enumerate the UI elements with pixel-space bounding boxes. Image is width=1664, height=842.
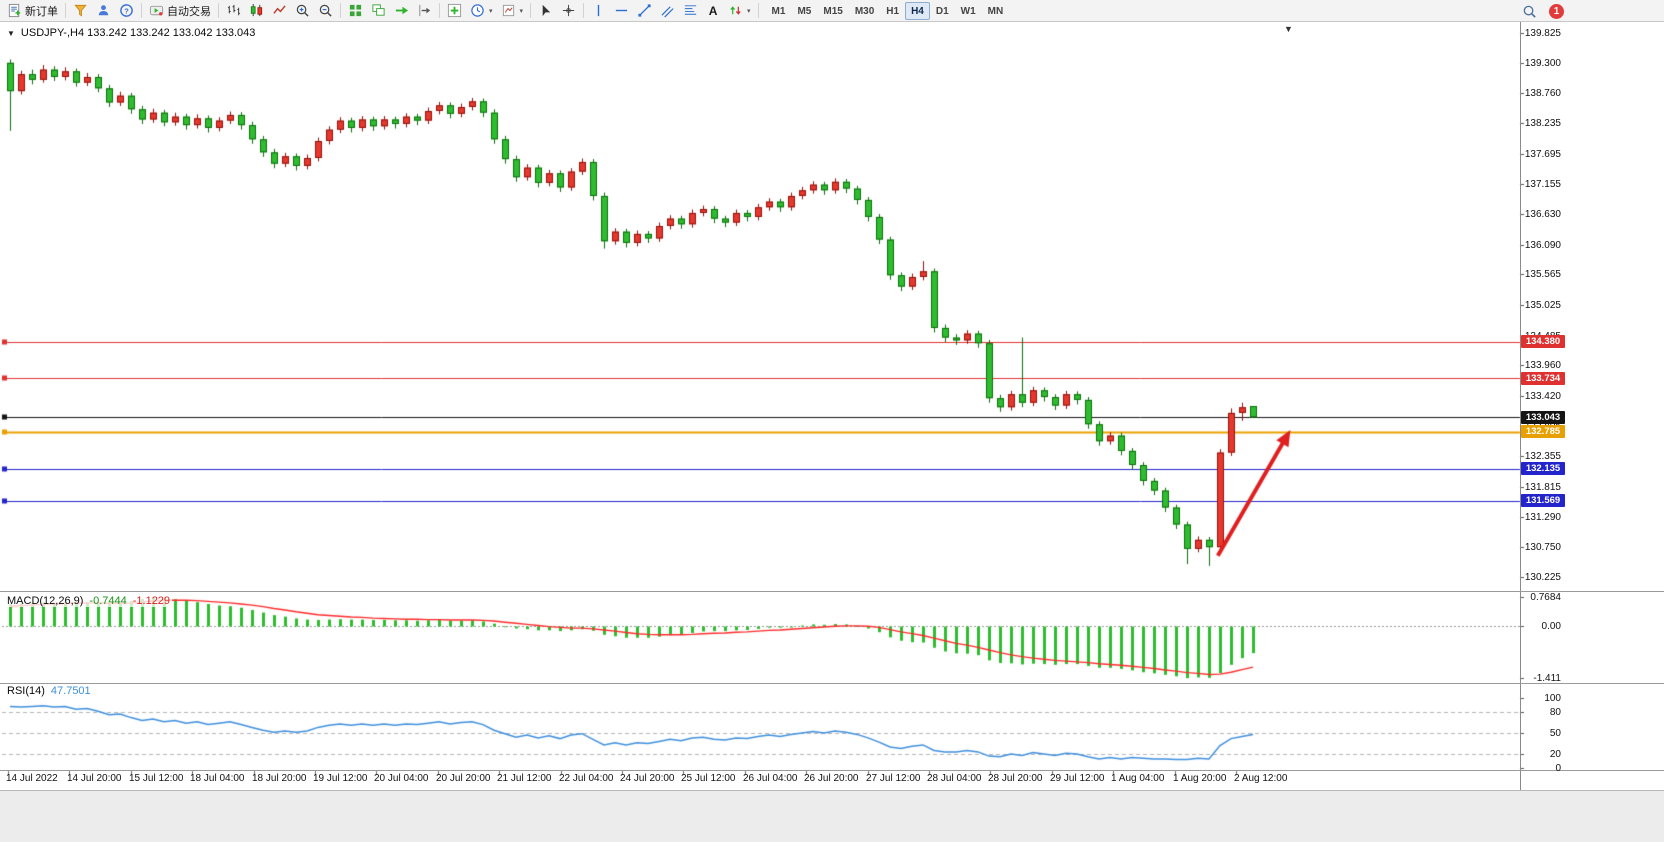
candlesticks-chart-button[interactable] — [245, 1, 268, 21]
panel-resize-handle-rsi[interactable] — [0, 683, 1664, 684]
rsi-indicator-label: RSI(14) 47.7501 — [5, 685, 93, 697]
ohlc-title: USDJPY-,H4 133.242 133.242 133.042 133.0… — [20, 27, 256, 39]
chevron-down-icon: ▾ — [519, 7, 524, 15]
chevron-down-icon: ▾ — [489, 7, 493, 15]
chevron-down-icon: ▾ — [747, 7, 751, 15]
ohlc-bars-icon — [227, 4, 241, 16]
macd-main-value: -0.7444 — [89, 595, 127, 607]
cascade-windows-button[interactable] — [367, 1, 390, 21]
fibonacci-button[interactable] — [679, 1, 702, 21]
chart-shift-button[interactable] — [413, 1, 436, 21]
zoom-in-button[interactable] — [291, 1, 314, 21]
panel-resize-handle-macd[interactable] — [0, 591, 1664, 592]
indicators-plus-icon — [447, 3, 462, 18]
template-chart-icon — [502, 4, 514, 17]
zoom-out-button[interactable] — [314, 1, 337, 21]
timeframe-button-h1[interactable]: H1 — [880, 2, 905, 20]
trendline-icon — [638, 4, 651, 17]
arrows-tool-button[interactable]: ▾ — [724, 1, 755, 21]
line-chart-icon — [273, 5, 286, 14]
new-order-button[interactable]: 新订单 — [3, 1, 62, 21]
price-axis-divider — [1520, 22, 1521, 790]
timeframe-button-mn[interactable]: MN — [982, 2, 1010, 20]
rsi-title: RSI(14) — [7, 685, 45, 697]
new-order-label: 新订单 — [25, 5, 58, 18]
auto-scroll-icon — [395, 6, 409, 15]
notification-badge[interactable]: 1 — [1549, 3, 1564, 19]
metaeditor-button[interactable] — [69, 1, 92, 21]
line-chart-button[interactable] — [268, 1, 291, 21]
chart-window: ▼ USDJPY-,H4 133.242 133.242 133.042 133… — [0, 22, 1664, 842]
timeframe-button-m15[interactable]: M15 — [817, 2, 848, 20]
candlesticks-icon — [250, 3, 263, 17]
help-button[interactable]: ? — [115, 1, 138, 21]
fibonacci-icon — [684, 5, 697, 15]
crosshair-icon — [562, 4, 575, 17]
channel-icon — [661, 6, 674, 18]
chart-plot-canvas[interactable] — [0, 22, 1664, 842]
equidistant-channel-button[interactable] — [656, 1, 679, 21]
toolbar-separator — [340, 3, 341, 18]
tile-windows-icon — [349, 4, 362, 17]
timeframe-button-w1[interactable]: W1 — [955, 2, 982, 20]
cascade-windows-icon — [372, 4, 385, 16]
chart-shift-icon — [419, 4, 431, 17]
indicators-button[interactable] — [443, 1, 466, 21]
horizontal-line-button[interactable] — [610, 1, 633, 21]
macd-signal-value: -1.1229 — [132, 595, 171, 607]
text-tool-icon: A — [708, 3, 718, 18]
arrows-icon — [730, 6, 741, 15]
svg-text:?: ? — [124, 6, 129, 15]
crosshair-button[interactable] — [557, 1, 580, 21]
chart-shift-marker[interactable]: ▼ — [1284, 24, 1293, 34]
auto-trading-button[interactable]: 自动交易 — [145, 1, 215, 21]
tile-windows-button[interactable] — [344, 1, 367, 21]
funnel-icon — [74, 4, 87, 17]
question-icon: ? — [120, 4, 133, 17]
macd-indicator-label: MACD(12,26,9) -0.7444 -1.1229 — [5, 595, 173, 607]
toolbar-separator — [530, 3, 532, 18]
profile-button[interactable] — [92, 1, 115, 21]
time-axis-divider — [0, 770, 1664, 771]
toolbar-separator — [583, 3, 585, 18]
auto-trading-label: 自动交易 — [167, 5, 211, 18]
new-order-icon — [8, 3, 21, 18]
cursor-button[interactable] — [534, 1, 557, 21]
horizontal-line-icon — [615, 9, 628, 12]
vertical-line-button[interactable] — [587, 1, 610, 21]
zoom-in-icon — [296, 4, 309, 17]
zoom-out-icon — [319, 4, 332, 17]
clock-icon — [471, 4, 484, 17]
autotrading-play-icon — [149, 5, 164, 16]
bars-chart-button[interactable] — [222, 1, 245, 21]
timeframe-button-m5[interactable]: M5 — [791, 2, 817, 20]
search-icon — [1523, 5, 1536, 18]
window-footer — [0, 790, 1664, 842]
timeframe-button-m30[interactable]: M30 — [849, 2, 880, 20]
periods-button[interactable]: ▾ — [466, 1, 497, 21]
toolbar-right-group: 1 — [1518, 0, 1564, 22]
text-tool-button[interactable]: A — [702, 1, 724, 21]
macd-title: MACD(12,26,9) — [7, 595, 84, 607]
chart-title: ▼ USDJPY-,H4 133.242 133.242 133.042 133… — [7, 27, 255, 39]
search-button[interactable] — [1518, 1, 1541, 21]
toolbar-separator — [65, 3, 66, 18]
timeframe-toolbar: M1 M5 M15 M30 H1 H4 D1 W1 MN — [766, 1, 1010, 20]
toolbar-separator — [141, 3, 142, 18]
cursor-icon — [542, 4, 551, 17]
timeframe-button-m1[interactable]: M1 — [766, 2, 792, 20]
templates-button[interactable]: ▾ — [497, 1, 528, 21]
symbol-dropdown-icon[interactable]: ▼ — [7, 28, 15, 38]
toolbar-separator — [757, 3, 759, 18]
toolbar-separator — [439, 3, 440, 18]
timeframe-button-h4[interactable]: H4 — [905, 1, 930, 20]
person-icon — [98, 5, 109, 16]
vertical-line-icon — [597, 4, 600, 17]
main-toolbar: 新订单 ? 自动交易 ▾ — [0, 0, 1664, 22]
rsi-value: 47.7501 — [50, 685, 91, 697]
auto-scroll-button[interactable] — [390, 1, 413, 21]
timeframe-button-d1[interactable]: D1 — [930, 2, 955, 20]
toolbar-separator — [218, 3, 219, 18]
trendline-button[interactable] — [633, 1, 656, 21]
